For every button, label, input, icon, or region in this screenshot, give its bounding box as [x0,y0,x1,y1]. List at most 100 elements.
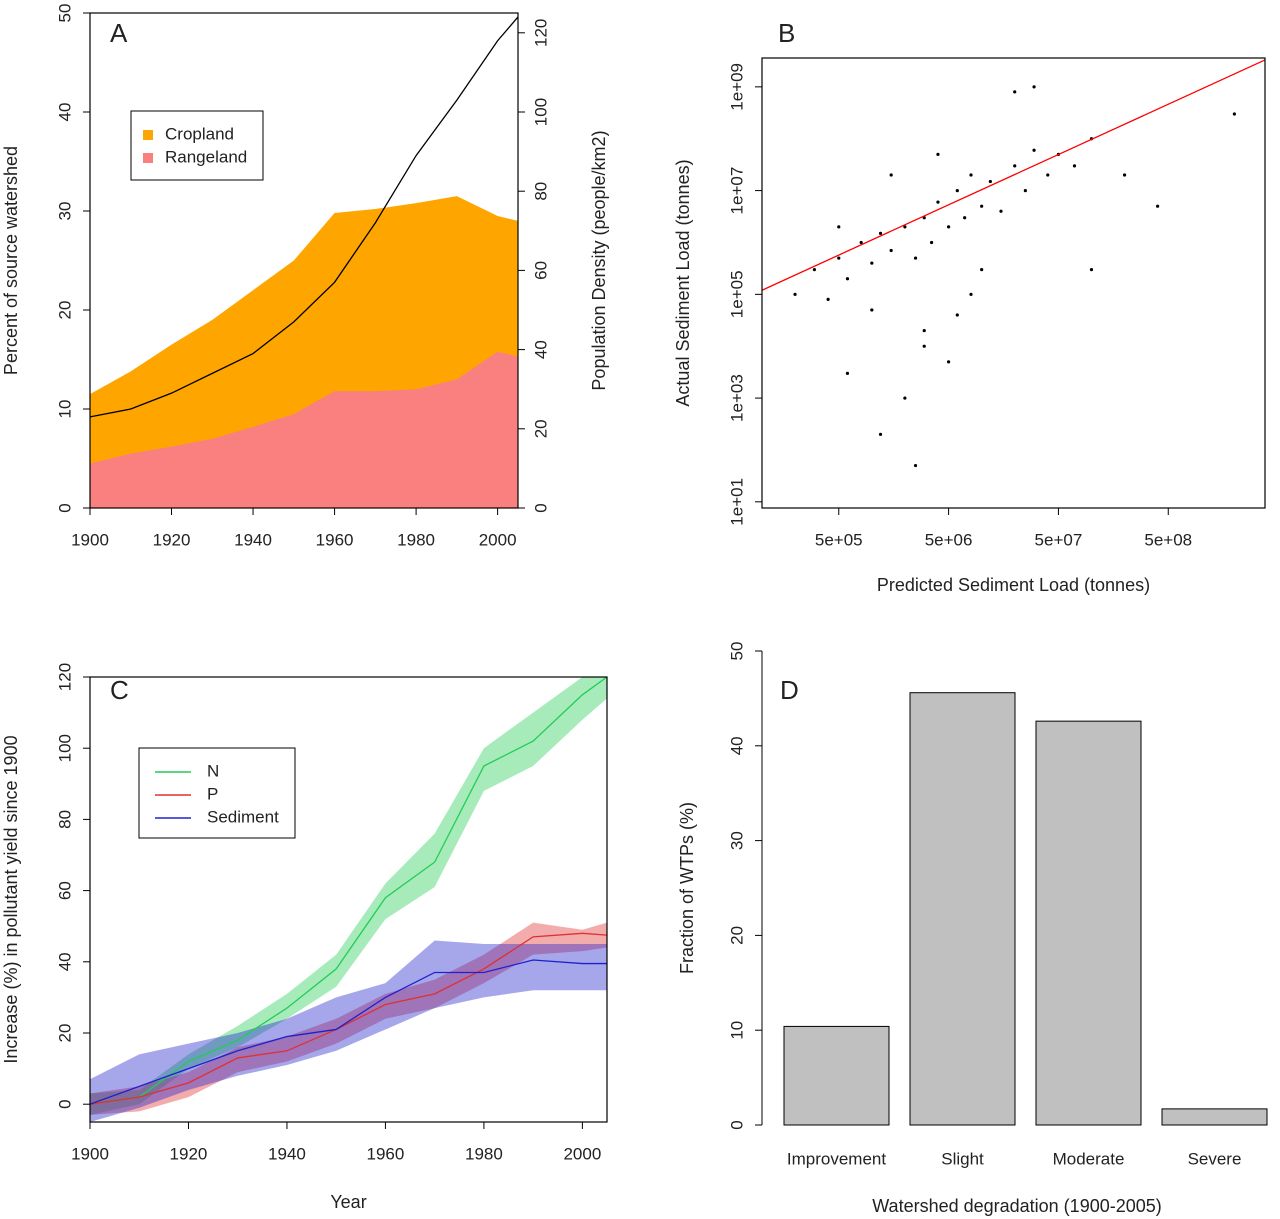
point [837,225,841,229]
bar [909,692,1016,1126]
point [988,179,992,184]
y-axis-label: Actual Sediment Load (tonnes) [673,159,693,406]
series-line [90,959,607,1105]
y2-tick-label: 20 [531,419,550,438]
point [922,328,926,333]
panel: Improvement Slight Moderate Severe 0 10 20 30 40… [677,642,1268,1216]
point [946,225,951,229]
point [913,256,918,260]
point [980,204,984,208]
point [859,240,863,245]
fit-line [762,59,1265,291]
x-tick-label: Moderate [1053,1149,1125,1168]
legend-label: N [207,761,219,780]
y-tick-label: 1e+03 [727,374,746,422]
y-tick-label: 20 [55,1024,74,1043]
y-tick-label: 0 [55,1099,74,1108]
series-line [90,677,607,1105]
point [1032,148,1036,152]
x-tick-label: 1940 [234,530,272,549]
x-tick-label: 1960 [316,530,354,549]
y-tick-label: 1e+05 [727,270,746,318]
x-tick-label: 5e+05 [815,530,863,549]
legend-swatch [143,153,153,163]
legend-label: P [207,784,218,803]
x-axis-label: Predicted Sediment Load (tonnes) [877,575,1150,595]
point [878,432,883,436]
y2-tick-label: 80 [531,182,550,201]
point [903,396,907,400]
point [812,267,817,272]
x-tick-label: 1940 [268,1144,306,1163]
y-tick-label: 1e+01 [727,478,746,526]
panel-label: C [110,675,129,705]
point [1013,90,1017,94]
y-tick-label: 40 [55,952,74,971]
series-line [90,932,607,1105]
point [826,297,830,301]
x-tick-label: 5e+06 [925,530,973,549]
point [793,292,797,296]
point [946,360,951,364]
x-tick-label: 1980 [465,1144,503,1163]
plot-frame [89,676,608,1123]
point [870,308,874,312]
plot-area [762,59,1265,468]
x-tick-label: Slight [941,1149,984,1168]
point [936,200,940,204]
legend-label: Cropland [165,124,234,143]
y-axis-label: Increase (%) in pollutant yield since 19… [1,735,21,1063]
panel-label: B [778,18,795,48]
x-tick-label: 1960 [367,1144,405,1163]
x-axis-label: Year [330,1192,366,1212]
panel-label: D [780,675,799,705]
legend-box [130,110,264,181]
x-tick-label: 1980 [397,530,435,549]
point [936,152,940,156]
y-tick-label: 0 [55,503,74,512]
y2-tick-label: 100 [531,98,550,126]
y-tick-label: 20 [727,926,746,945]
plot-area [90,677,607,1122]
y-tick-label: 20 [55,301,74,320]
x-tick-label: Improvement [787,1149,886,1168]
panel-label: A [110,18,128,48]
point [963,216,967,220]
bar [1161,1108,1268,1126]
point [969,173,973,177]
y-tick-label: 10 [727,1021,746,1040]
x-tick-label: 1920 [170,1144,208,1163]
population-line [90,16,518,418]
point [903,225,907,229]
bar [1035,720,1142,1126]
point [1032,85,1036,89]
y-tick-label: 100 [55,734,74,762]
point [955,313,959,317]
x-tick-label: 2000 [479,530,517,549]
bar [783,1025,890,1126]
y2-tick-label: 60 [531,261,550,280]
confidence-band [90,677,607,1115]
x-tick-label: 5e+08 [1144,530,1192,549]
point [845,371,850,375]
y-tick-label: 60 [55,881,74,900]
point [999,209,1003,213]
point [980,267,984,272]
panel: 1e+01 1e+03 1e+05 1e+07 1e+09 5e+05 5e+06 5e+07… [673,18,1266,595]
point [845,277,850,281]
panel: 0 20 40 60 80 100 120 1900 1920 1940 1960 1980 2000 Y… [1,663,608,1212]
y-tick-label: 1e+09 [727,63,746,111]
y2-tick-label: 0 [531,503,550,512]
x-tick-label: 2000 [563,1144,601,1163]
y2-tick-label: 120 [531,19,550,47]
y-axis-label: Percent of source watershed [1,146,21,375]
y-tick-label: 120 [55,663,74,691]
y-tick-label: 0 [727,1120,746,1129]
y-tick-label: 30 [727,831,746,850]
point [1046,173,1050,177]
plot-frame [89,12,519,509]
x-tick-label: 5e+07 [1035,530,1083,549]
point [889,248,893,253]
